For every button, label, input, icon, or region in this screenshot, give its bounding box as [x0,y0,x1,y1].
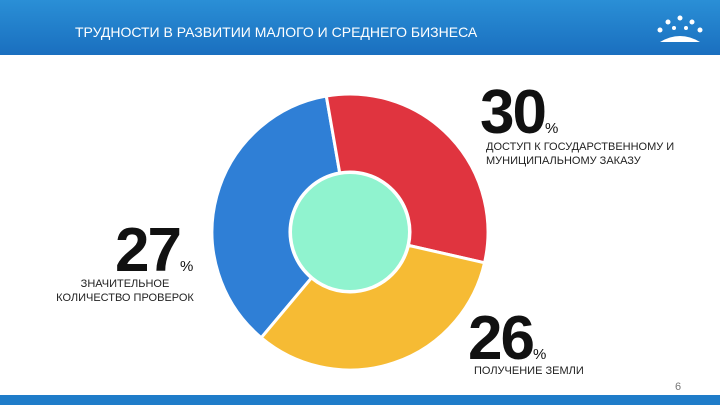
page-number: 6 [675,381,681,393]
category-label: ДОСТУП К ГОСУДАРСТВЕННОМУ И МУНИЦИПАЛЬНО… [486,141,675,168]
donut-slice [210,94,342,340]
donut-slice [324,92,490,265]
donut-center [292,174,408,290]
category-label: ПОЛУЧЕНИЕ ЗЕМЛИ [474,365,584,377]
logo [657,15,703,42]
header-band [0,0,720,55]
donut-slice [259,243,487,372]
footer-band [0,395,720,405]
value-unit: % [544,120,559,137]
value-number: 26 [468,304,535,373]
value-unit: % [532,346,547,363]
value-label: 26% [468,308,546,370]
category-label: ЗНАЧИТЕЛЬНОЕ КОЛИЧЕСТВО ПРОВЕРОК [56,278,194,305]
value-number: 30 [480,78,547,147]
value-number: 27 [115,216,182,285]
chart-title: ТРУДНОСТИ В РАЗВИТИИ МАЛОГО И СРЕДНЕГО Б… [75,24,478,40]
value-label: 27% [115,220,193,282]
value-unit: % [179,258,194,275]
value-label: 30% [480,82,558,144]
